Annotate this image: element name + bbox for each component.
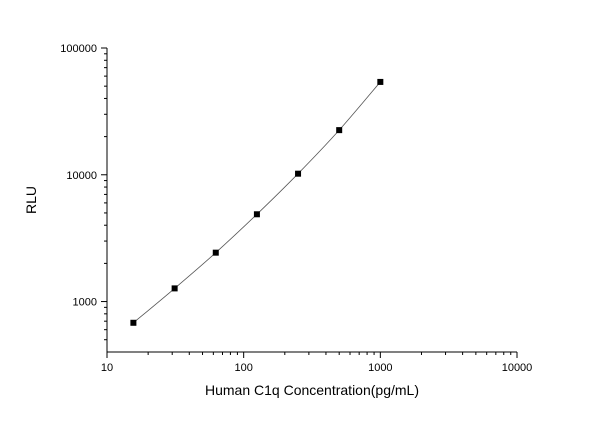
plot-area [130, 78, 384, 326]
data-point [253, 211, 260, 218]
x-axis: 10 100 1000 10000 Human C1q Concentration(p… [101, 351, 532, 398]
x-tick-label: 10000 [502, 362, 533, 374]
data-point [336, 127, 343, 134]
x-tick-label: 10 [101, 362, 113, 374]
data-point [130, 319, 137, 326]
y-tick-label: 10000 [66, 170, 97, 182]
y-tick-label: 1000 [73, 297, 97, 309]
data-points [130, 78, 384, 326]
data-point [295, 170, 302, 177]
x-ticks: 10 100 1000 10000 [101, 352, 532, 374]
data-point [171, 285, 178, 292]
data-point [377, 78, 384, 85]
y-axis-title: RLU [23, 186, 39, 214]
x-axis-title: Human C1q Concentration(pg/mL) [205, 382, 419, 398]
y-axis: 1000 10000 100000 RLU [23, 43, 108, 352]
fit-curve [133, 81, 381, 324]
y-tick-label: 100000 [60, 43, 97, 55]
y-ticks: 1000 10000 100000 [60, 43, 107, 341]
x-tick-label: 100 [234, 362, 252, 374]
data-point [212, 249, 219, 256]
x-tick-label: 1000 [368, 362, 392, 374]
